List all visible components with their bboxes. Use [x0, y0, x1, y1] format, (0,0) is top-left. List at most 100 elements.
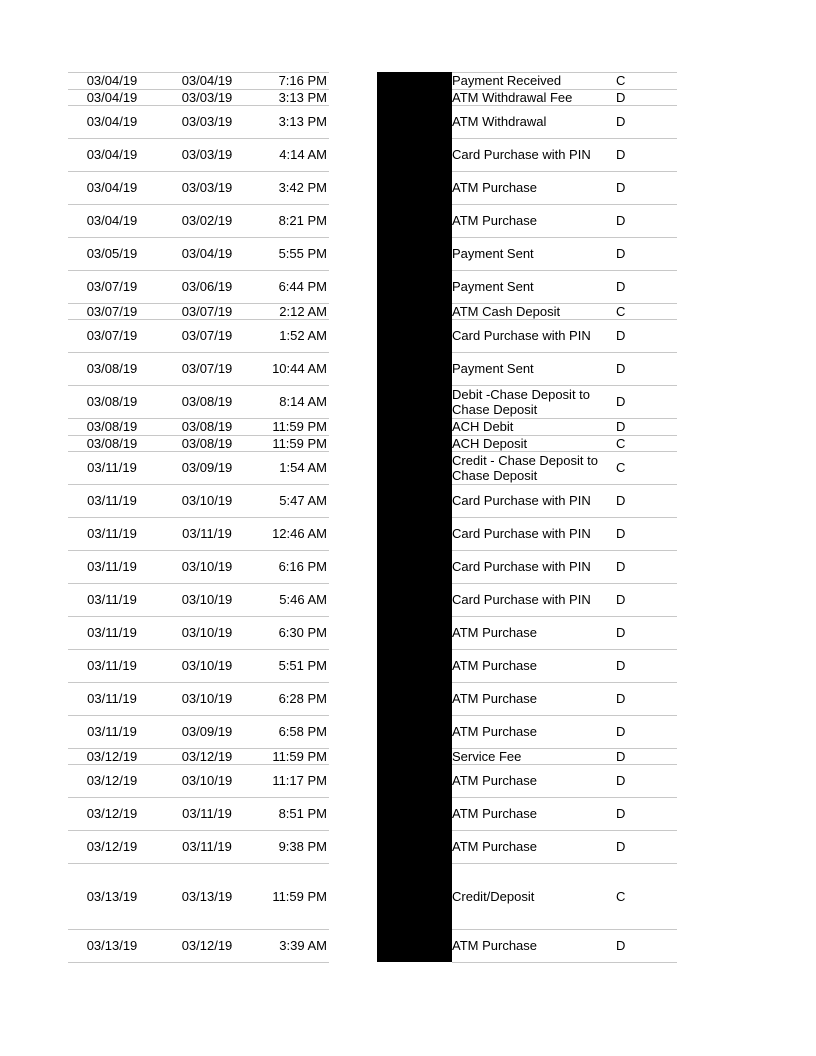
row-divider	[68, 451, 329, 452]
row-divider	[452, 72, 677, 73]
debit-credit-type: C	[616, 460, 626, 475]
description: Payment Received	[452, 73, 562, 88]
transaction-time: 11:59 PM	[272, 888, 327, 904]
table-row: 03/11/19 03/10/19 6:30 PM ATM Purchase D	[0, 616, 816, 649]
description: Credit - Chase Deposit to Chase Deposit	[452, 452, 598, 483]
row-divider	[68, 237, 329, 238]
transaction-time: 11:59 PM	[272, 419, 327, 434]
transaction-date: 03/03/19	[181, 89, 233, 105]
row-divider	[452, 583, 677, 584]
table-row: 03/05/19 03/04/19 5:55 PM Payment Sent D	[0, 237, 816, 270]
row-divider	[68, 303, 329, 304]
transaction-time: 1:52 AM	[279, 328, 327, 343]
transaction-date: 03/10/19	[181, 658, 233, 673]
transaction-date: 03/12/19	[181, 748, 233, 764]
row-divider	[68, 715, 329, 716]
post-date: 03/04/19	[86, 73, 138, 88]
transaction-date: 03/08/19	[181, 394, 233, 409]
debit-credit-type: D	[616, 559, 626, 574]
row-divider	[68, 929, 329, 930]
row-divider	[68, 830, 329, 831]
transaction-date: 03/03/19	[181, 180, 233, 195]
row-divider	[452, 649, 677, 650]
debit-credit-type: D	[616, 658, 626, 673]
transaction-date: 03/11/19	[182, 526, 232, 541]
debit-credit-type: D	[616, 773, 626, 788]
transaction-time: 5:47 AM	[279, 493, 327, 508]
transaction-time: 5:55 PM	[278, 246, 327, 261]
row-divider	[452, 550, 677, 551]
row-divider	[452, 517, 677, 518]
transaction-date: 03/09/19	[181, 460, 233, 475]
row-divider	[452, 616, 677, 617]
post-date: 03/04/19	[86, 89, 138, 105]
description: Credit/Deposit	[452, 888, 535, 904]
table-row: 03/04/19 03/03/19 4:14 AM Card Purchase wit…	[0, 138, 816, 171]
post-date: 03/13/19	[86, 938, 138, 953]
row-divider	[68, 748, 329, 749]
description: Card Purchase with PIN	[452, 526, 591, 541]
post-date: 03/07/19	[86, 279, 138, 294]
table-row: 03/11/19 03/11/19 12:46 AM Card Purchase wi…	[0, 517, 816, 550]
row-divider	[68, 270, 329, 271]
transaction-date: 03/10/19	[181, 773, 233, 788]
debit-credit-type: D	[616, 361, 626, 376]
description: ATM Withdrawal Fee	[452, 89, 573, 105]
debit-credit-type: D	[616, 592, 626, 607]
transaction-date: 03/08/19	[181, 435, 233, 451]
transaction-date: 03/13/19	[181, 888, 233, 904]
debit-credit-type: D	[616, 114, 626, 129]
row-divider	[68, 764, 329, 765]
transaction-time: 11:59 PM	[272, 748, 327, 764]
transaction-time: 4:14 AM	[279, 147, 327, 162]
transaction-time: 5:51 PM	[278, 658, 327, 673]
transaction-time: 6:58 PM	[278, 724, 327, 739]
row-divider	[452, 319, 677, 320]
table-row: 03/07/19 03/07/19 1:52 AM Card Purchase wit…	[0, 319, 816, 352]
description: ATM Withdrawal	[452, 114, 547, 129]
row-divider	[452, 418, 677, 419]
debit-credit-type: D	[616, 147, 626, 162]
transaction-date: 03/10/19	[181, 625, 233, 640]
transaction-time: 3:42 PM	[278, 180, 327, 195]
row-divider	[452, 270, 677, 271]
debit-credit-type: D	[616, 394, 626, 409]
row-divider	[68, 863, 329, 864]
transaction-date: 03/06/19	[181, 279, 233, 294]
debit-credit-type: D	[616, 724, 626, 739]
row-divider	[452, 171, 677, 172]
transaction-date: 03/10/19	[181, 592, 233, 607]
description: ATM Purchase	[452, 806, 538, 821]
post-date: 03/04/19	[86, 213, 138, 228]
transaction-time: 11:17 PM	[272, 773, 327, 788]
debit-credit-type: D	[616, 89, 626, 105]
description: Card Purchase with PIN	[452, 592, 591, 607]
row-divider	[452, 764, 677, 765]
row-divider	[68, 418, 329, 419]
table-row: 03/11/19 03/10/19 5:47 AM Card Purchase wit…	[0, 484, 816, 517]
debit-credit-type: C	[616, 888, 626, 904]
post-date: 03/08/19	[86, 435, 138, 451]
table-row: 03/12/19 03/10/19 11:17 PM ATM Purchase D	[0, 764, 816, 797]
description: Payment Sent	[452, 279, 534, 294]
description: ATM Purchase	[452, 839, 538, 854]
description: Card Purchase with PIN	[452, 559, 591, 574]
transaction-time: 3:39 AM	[279, 938, 327, 953]
row-divider	[452, 105, 677, 106]
transaction-time: 6:44 PM	[278, 279, 327, 294]
row-divider	[452, 435, 677, 436]
table-row: 03/11/19 03/09/19 1:54 AM Credit - Chase De…	[0, 451, 816, 484]
table-row: 03/07/19 03/06/19 6:44 PM Payment Sent D	[0, 270, 816, 303]
row-divider	[68, 72, 329, 73]
row-divider	[452, 89, 677, 90]
post-date: 03/08/19	[86, 361, 138, 376]
row-divider	[452, 748, 677, 749]
description: ATM Purchase	[452, 724, 538, 739]
row-divider	[452, 451, 677, 452]
description: ACH Debit	[452, 419, 514, 434]
transaction-time: 8:21 PM	[278, 213, 327, 228]
description: ATM Purchase	[452, 180, 538, 195]
post-date: 03/04/19	[86, 114, 138, 129]
transaction-date: 03/08/19	[181, 419, 233, 434]
debit-credit-type: C	[616, 73, 626, 88]
